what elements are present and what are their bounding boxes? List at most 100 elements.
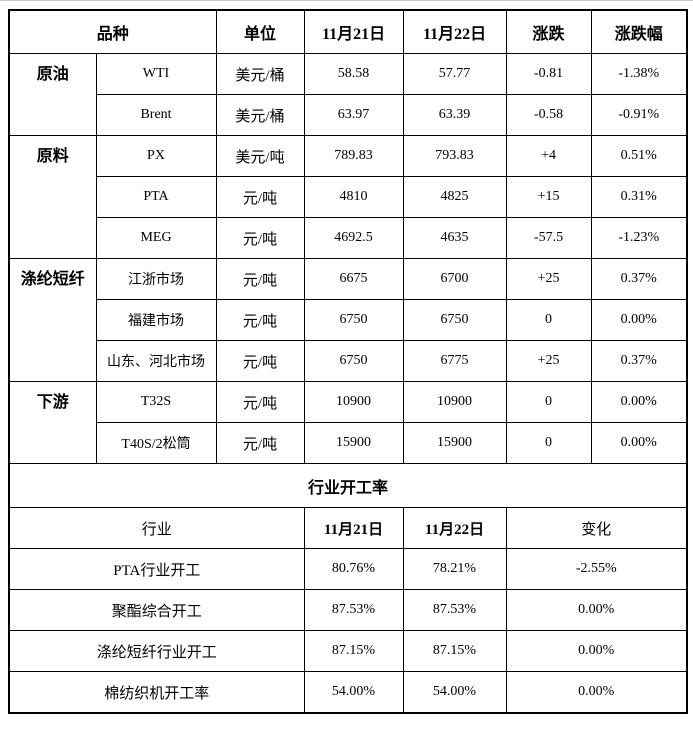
item-name: 江浙市场 xyxy=(95,258,217,300)
header-category: 品种 xyxy=(8,9,217,54)
table-row: T40S/2松筒 元/吨 15900 15900 0 0.00% xyxy=(9,422,688,464)
table-row: 涤纶短纤行业开工 87.15% 87.15% 0.00% xyxy=(8,630,688,672)
group-label-downstream: 下游 xyxy=(8,381,97,464)
rate-day2-cell: 87.53% xyxy=(402,589,507,631)
header-date1: 11月21日 xyxy=(303,9,404,54)
unit-cell: 元/吨 xyxy=(215,217,305,259)
price-day2-cell: 57.77 xyxy=(402,53,507,95)
rate-change-cell: 0.00% xyxy=(505,671,688,714)
rate-change-cell: 0.00% xyxy=(505,589,688,631)
item-name: PTA xyxy=(95,176,217,218)
change-pct-cell: 0.37% xyxy=(590,258,688,300)
table-row: 原料 PX 美元/吨 789.83 793.83 +4 0.51% xyxy=(8,135,688,259)
price-day1-cell: 58.58 xyxy=(303,53,404,95)
change-cell: +25 xyxy=(505,258,592,300)
price-day2-cell: 6750 xyxy=(402,299,507,341)
change-cell: 0 xyxy=(505,299,592,341)
item-name: T40S/2松筒 xyxy=(95,422,217,464)
price-day1-cell: 63.97 xyxy=(303,94,404,136)
table-row: MEG 元/吨 4692.5 4635 -57.5 -1.23% xyxy=(9,217,688,259)
header-date2: 11月22日 xyxy=(402,9,507,54)
table-row: PTA 元/吨 4810 4825 +15 0.31% xyxy=(9,176,688,218)
change-pct-cell: 0.00% xyxy=(590,299,688,341)
header-change: 涨跌 xyxy=(505,9,592,54)
change-cell: -57.5 xyxy=(505,217,592,259)
price-day1-cell: 6675 xyxy=(303,258,404,300)
change-cell: 0 xyxy=(505,381,592,423)
change-pct-cell: 0.00% xyxy=(590,381,688,423)
header-unit: 单位 xyxy=(215,9,305,54)
unit-cell: 美元/吨 xyxy=(215,135,305,177)
price-day2-cell: 10900 xyxy=(402,381,507,423)
change-pct-cell: 0.37% xyxy=(590,340,688,382)
rate-change-cell: 0.00% xyxy=(505,630,688,672)
header-change-pct: 涨跌幅 xyxy=(590,9,688,54)
item-name: 福建市场 xyxy=(95,299,217,341)
unit-cell: 元/吨 xyxy=(215,258,305,300)
industry-name: 聚酯综合开工 xyxy=(8,589,305,631)
table-row: 下游 T32S 元/吨 10900 10900 0 0.00% xyxy=(8,381,688,464)
unit-cell: 元/吨 xyxy=(215,422,305,464)
rate-day1-cell: 87.15% xyxy=(303,630,404,672)
section-row: 行业开工率 xyxy=(8,463,688,508)
table-row: 山东、河北市场 元/吨 6750 6775 +25 0.37% xyxy=(9,340,688,382)
header-date2: 11月22日 xyxy=(402,507,507,549)
table-row: 涤纶短纤 江浙市场 元/吨 6675 6700 +25 0.37% xyxy=(8,258,688,382)
price-header-row: 品种 单位 11月21日 11月22日 涨跌 涨跌幅 xyxy=(8,9,688,54)
rate-day1-cell: 80.76% xyxy=(303,548,404,590)
change-cell: -0.58 xyxy=(505,94,592,136)
unit-cell: 元/吨 xyxy=(215,340,305,382)
unit-cell: 美元/桶 xyxy=(215,53,305,95)
unit-cell: 元/吨 xyxy=(215,299,305,341)
table-row: 棉纺织机开工率 54.00% 54.00% 0.00% xyxy=(8,671,688,714)
commodity-price-sheet: 品种 单位 11月21日 11月22日 涨跌 涨跌幅 原油 WTI 美元/桶 5… xyxy=(0,1,693,714)
item-name: Brent xyxy=(95,94,217,136)
unit-cell: 元/吨 xyxy=(215,176,305,218)
change-cell: +4 xyxy=(505,135,592,177)
table-row: 聚酯综合开工 87.53% 87.53% 0.00% xyxy=(8,589,688,631)
industry-name: 涤纶短纤行业开工 xyxy=(8,630,305,672)
change-pct-cell: 0.00% xyxy=(590,422,688,464)
price-day1-cell: 789.83 xyxy=(303,135,404,177)
item-name: T32S xyxy=(95,381,217,423)
group-label-raw-materials: 原料 xyxy=(8,135,97,259)
header-change: 变化 xyxy=(505,507,688,549)
change-pct-cell: 0.51% xyxy=(590,135,688,177)
price-day1-cell: 4692.5 xyxy=(303,217,404,259)
table-row: Brent 美元/桶 63.97 63.39 -0.58 -0.91% xyxy=(9,94,688,136)
price-day1-cell: 6750 xyxy=(303,340,404,382)
price-day2-cell: 4825 xyxy=(402,176,507,218)
price-day2-cell: 6700 xyxy=(402,258,507,300)
section-title: 行业开工率 xyxy=(8,463,688,508)
table-row: 原油 WTI 美元/桶 58.58 57.77 -0.81 -1.38% xyxy=(8,53,688,136)
item-name: 山东、河北市场 xyxy=(95,340,217,382)
industry-name: 棉纺织机开工率 xyxy=(8,671,305,714)
rate-change-cell: -2.55% xyxy=(505,548,688,590)
rate-day1-cell: 54.00% xyxy=(303,671,404,714)
price-day1-cell: 10900 xyxy=(303,381,404,423)
change-pct-cell: -0.91% xyxy=(590,94,688,136)
price-day1-cell: 6750 xyxy=(303,299,404,341)
change-pct-cell: -1.38% xyxy=(590,53,688,95)
unit-cell: 元/吨 xyxy=(215,381,305,423)
price-day2-cell: 793.83 xyxy=(402,135,507,177)
item-name: MEG xyxy=(95,217,217,259)
unit-cell: 美元/桶 xyxy=(215,94,305,136)
group-label-polyester-staple: 涤纶短纤 xyxy=(8,258,97,382)
rate-day2-cell: 87.15% xyxy=(402,630,507,672)
change-pct-cell: 0.31% xyxy=(590,176,688,218)
rate-day2-cell: 54.00% xyxy=(402,671,507,714)
price-table: 品种 单位 11月21日 11月22日 涨跌 涨跌幅 原油 WTI 美元/桶 5… xyxy=(8,9,689,714)
operating-rate-header-row: 行业 11月21日 11月22日 变化 xyxy=(8,507,688,549)
header-date1: 11月21日 xyxy=(303,507,404,549)
change-cell: +15 xyxy=(505,176,592,218)
price-day2-cell: 63.39 xyxy=(402,94,507,136)
price-day2-cell: 6775 xyxy=(402,340,507,382)
table-row: 福建市场 元/吨 6750 6750 0 0.00% xyxy=(9,299,688,341)
change-cell: -0.81 xyxy=(505,53,592,95)
rate-day2-cell: 78.21% xyxy=(402,548,507,590)
price-day1-cell: 15900 xyxy=(303,422,404,464)
item-name: WTI xyxy=(95,53,217,95)
group-label-crude-oil: 原油 xyxy=(8,53,97,136)
change-pct-cell: -1.23% xyxy=(590,217,688,259)
